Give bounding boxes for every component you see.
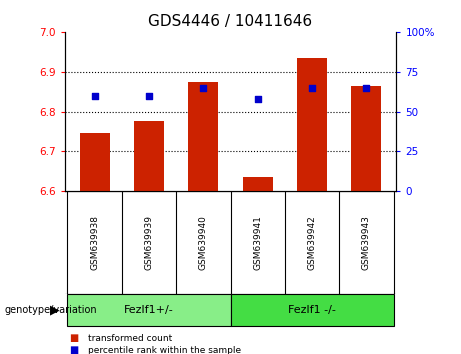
Point xyxy=(363,85,370,91)
Text: Fezlf1+/-: Fezlf1+/- xyxy=(124,305,174,315)
Text: GSM639940: GSM639940 xyxy=(199,215,208,270)
Bar xyxy=(297,58,327,191)
Bar xyxy=(134,121,164,191)
Text: transformed count: transformed count xyxy=(88,333,172,343)
Text: GDS4446 / 10411646: GDS4446 / 10411646 xyxy=(148,14,313,29)
Text: Fezlf1 -/-: Fezlf1 -/- xyxy=(288,305,336,315)
Bar xyxy=(351,86,381,191)
Text: GSM639943: GSM639943 xyxy=(362,215,371,270)
Point xyxy=(145,93,153,98)
Text: GSM639938: GSM639938 xyxy=(90,215,99,270)
Point xyxy=(200,85,207,91)
Text: percentile rank within the sample: percentile rank within the sample xyxy=(88,346,241,354)
Text: GSM639939: GSM639939 xyxy=(144,215,154,270)
Bar xyxy=(243,177,272,191)
Bar xyxy=(80,133,110,191)
Point xyxy=(91,93,98,98)
Bar xyxy=(67,294,230,326)
Point xyxy=(254,96,261,102)
Text: ■: ■ xyxy=(69,333,78,343)
Bar xyxy=(230,294,394,326)
Bar xyxy=(189,82,218,191)
Text: GSM639941: GSM639941 xyxy=(253,215,262,270)
Text: genotype/variation: genotype/variation xyxy=(5,305,97,315)
Text: ■: ■ xyxy=(69,346,78,354)
Text: ▶: ▶ xyxy=(50,303,60,316)
Text: GSM639942: GSM639942 xyxy=(307,215,317,270)
Point xyxy=(308,85,316,91)
